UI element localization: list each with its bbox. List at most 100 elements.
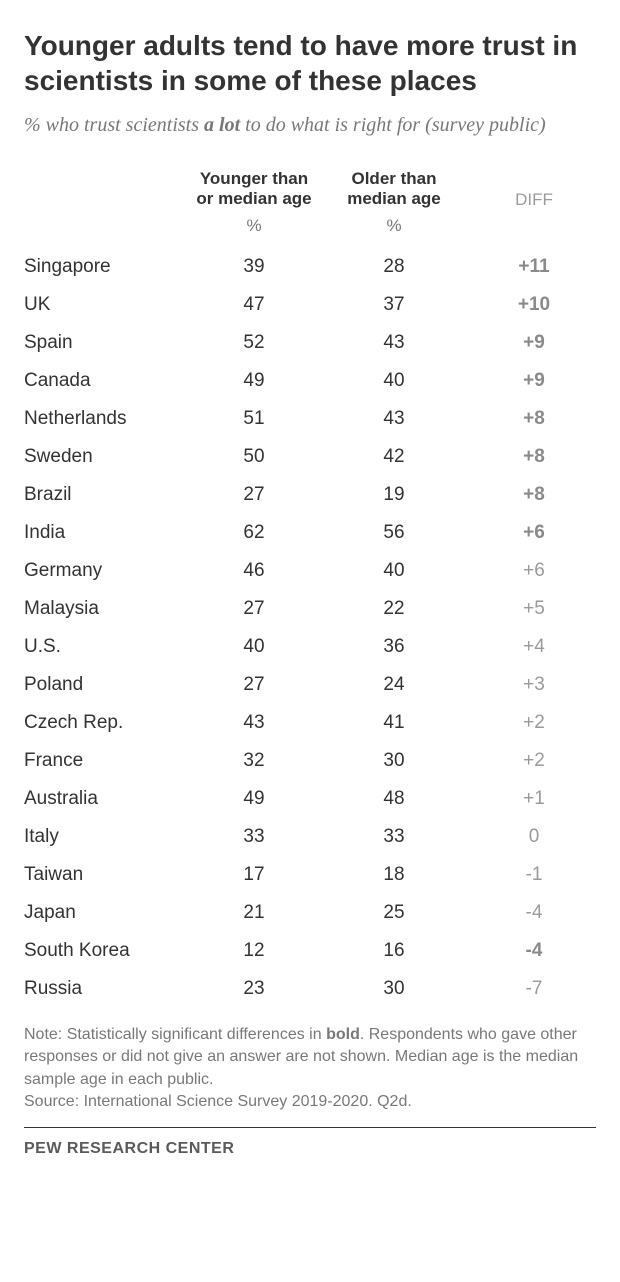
cell-older: 41 — [324, 712, 464, 734]
cell-diff: +4 — [464, 636, 596, 658]
table-row: Russia2330-7 — [24, 970, 596, 1008]
cell-diff: +11 — [464, 256, 596, 278]
cell-younger: 27 — [184, 484, 324, 506]
divider — [24, 1127, 596, 1128]
note-text: Note: Statistically significant differen… — [24, 1024, 596, 1091]
cell-country: India — [24, 522, 184, 544]
cell-younger: 49 — [184, 370, 324, 392]
cell-country: Sweden — [24, 446, 184, 468]
cell-diff: +9 — [464, 370, 596, 392]
data-table: Younger than or median age Older than me… — [24, 169, 596, 1008]
table-row: Netherlands5143+8 — [24, 400, 596, 438]
cell-country: Australia — [24, 788, 184, 810]
cell-older: 30 — [324, 978, 464, 1000]
cell-older: 25 — [324, 902, 464, 924]
table-row: Czech Rep.4341+2 — [24, 704, 596, 742]
cell-country: Germany — [24, 560, 184, 582]
table-row: Sweden5042+8 — [24, 438, 596, 476]
cell-diff: -1 — [464, 864, 596, 886]
table-row: Taiwan1718-1 — [24, 856, 596, 894]
table-row: Italy33330 — [24, 818, 596, 856]
header-older: Older than median age — [324, 169, 464, 210]
cell-country: UK — [24, 294, 184, 316]
table-body: Singapore3928+11UK4737+10Spain5243+9Cana… — [24, 248, 596, 1008]
cell-older: 40 — [324, 560, 464, 582]
cell-country: Brazil — [24, 484, 184, 506]
cell-older: 30 — [324, 750, 464, 772]
cell-younger: 40 — [184, 636, 324, 658]
cell-diff: -7 — [464, 978, 596, 1000]
cell-older: 40 — [324, 370, 464, 392]
cell-diff: -4 — [464, 902, 596, 924]
cell-diff: +2 — [464, 712, 596, 734]
cell-younger: 23 — [184, 978, 324, 1000]
cell-older: 43 — [324, 408, 464, 430]
cell-country: Spain — [24, 332, 184, 354]
cell-older: 42 — [324, 446, 464, 468]
cell-country: U.S. — [24, 636, 184, 658]
cell-younger: 50 — [184, 446, 324, 468]
cell-diff: -4 — [464, 940, 596, 962]
cell-diff: +8 — [464, 446, 596, 468]
cell-older: 24 — [324, 674, 464, 696]
subheader-pct-older: % — [324, 216, 464, 236]
table-row: Japan2125-4 — [24, 894, 596, 932]
table-row: Germany4640+6 — [24, 552, 596, 590]
cell-younger: 33 — [184, 826, 324, 848]
table-row: U.S.4036+4 — [24, 628, 596, 666]
cell-country: Russia — [24, 978, 184, 1000]
cell-older: 16 — [324, 940, 464, 962]
cell-older: 28 — [324, 256, 464, 278]
cell-younger: 43 — [184, 712, 324, 734]
cell-younger: 51 — [184, 408, 324, 430]
table-subheader-row: % % — [24, 216, 596, 236]
cell-older: 37 — [324, 294, 464, 316]
header-younger: Younger than or median age — [184, 169, 324, 210]
cell-diff: +3 — [464, 674, 596, 696]
cell-country: France — [24, 750, 184, 772]
cell-country: Poland — [24, 674, 184, 696]
cell-younger: 52 — [184, 332, 324, 354]
cell-country: Canada — [24, 370, 184, 392]
cell-younger: 32 — [184, 750, 324, 772]
table-row: South Korea1216-4 — [24, 932, 596, 970]
subtitle-prefix: % who trust scientists — [24, 114, 204, 136]
table-row: Spain5243+9 — [24, 324, 596, 362]
cell-younger: 62 — [184, 522, 324, 544]
cell-younger: 12 — [184, 940, 324, 962]
cell-older: 33 — [324, 826, 464, 848]
cell-country: Czech Rep. — [24, 712, 184, 734]
cell-younger: 49 — [184, 788, 324, 810]
cell-older: 22 — [324, 598, 464, 620]
subtitle-emphasis: a lot — [204, 114, 240, 136]
table-row: Brazil2719+8 — [24, 476, 596, 514]
cell-diff: +8 — [464, 484, 596, 506]
attribution-text: PEW RESEARCH CENTER — [24, 1140, 596, 1158]
cell-country: South Korea — [24, 940, 184, 962]
cell-older: 56 — [324, 522, 464, 544]
note-bold: bold — [326, 1026, 360, 1043]
subtitle-suffix: to do what is right for (survey public) — [240, 114, 546, 136]
cell-diff: +5 — [464, 598, 596, 620]
cell-older: 48 — [324, 788, 464, 810]
cell-diff: +1 — [464, 788, 596, 810]
source-text: Source: International Science Survey 201… — [24, 1093, 596, 1111]
cell-country: Netherlands — [24, 408, 184, 430]
cell-younger: 17 — [184, 864, 324, 886]
cell-country: Malaysia — [24, 598, 184, 620]
table-row: India6256+6 — [24, 514, 596, 552]
cell-diff: +2 — [464, 750, 596, 772]
cell-diff: 0 — [464, 826, 596, 848]
cell-younger: 46 — [184, 560, 324, 582]
table-row: France3230+2 — [24, 742, 596, 780]
table-row: UK4737+10 — [24, 286, 596, 324]
cell-younger: 27 — [184, 674, 324, 696]
subheader-spacer — [24, 216, 184, 236]
note-prefix: Note: Statistically significant differen… — [24, 1026, 326, 1043]
cell-country: Taiwan — [24, 864, 184, 886]
cell-younger: 39 — [184, 256, 324, 278]
table-header-row: Younger than or median age Older than me… — [24, 169, 596, 210]
subheader-spacer-diff — [464, 216, 596, 236]
cell-younger: 21 — [184, 902, 324, 924]
table-row: Malaysia2722+5 — [24, 590, 596, 628]
